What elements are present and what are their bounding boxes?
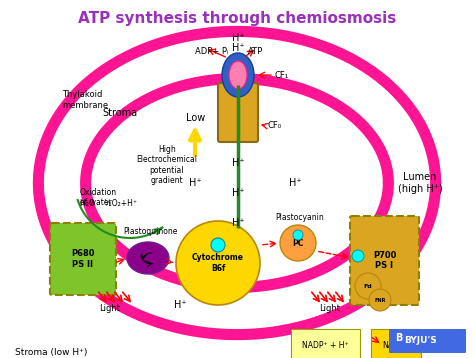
Text: NADPH: NADPH	[382, 340, 409, 349]
Text: NADP⁺ + H⁺: NADP⁺ + H⁺	[302, 340, 348, 349]
Text: PC: PC	[292, 238, 304, 247]
Text: P700
PS I: P700 PS I	[373, 251, 396, 270]
Text: High
Electrochemical
potential
gradient: High Electrochemical potential gradient	[137, 145, 198, 185]
Text: H⁺: H⁺	[232, 218, 244, 228]
Text: Stroma: Stroma	[102, 108, 137, 118]
Text: CF₁: CF₁	[275, 71, 289, 79]
Text: Fd: Fd	[364, 284, 372, 289]
Ellipse shape	[229, 61, 247, 89]
FancyBboxPatch shape	[389, 329, 466, 353]
Text: ATP: ATP	[248, 47, 263, 55]
Ellipse shape	[127, 242, 169, 274]
Text: H⁺: H⁺	[289, 178, 301, 188]
Text: H⁺: H⁺	[232, 158, 244, 168]
Text: H⁺: H⁺	[173, 300, 186, 310]
Circle shape	[293, 230, 303, 240]
Circle shape	[280, 225, 316, 261]
Text: BYJU'S: BYJU'S	[404, 336, 437, 345]
Text: H₂O    ½O₂+H⁺: H₂O ½O₂+H⁺	[80, 198, 137, 208]
Text: H⁺: H⁺	[189, 178, 201, 188]
Text: Oxidation
of water: Oxidation of water	[80, 188, 117, 207]
Text: Thylakoid
membrane: Thylakoid membrane	[62, 90, 108, 110]
Text: H⁺: H⁺	[232, 188, 244, 198]
FancyBboxPatch shape	[50, 223, 116, 295]
Text: Stroma (low H⁺): Stroma (low H⁺)	[15, 348, 87, 357]
Ellipse shape	[222, 53, 254, 97]
Circle shape	[355, 273, 381, 299]
Text: CF₀: CF₀	[268, 121, 282, 131]
Text: Plastocyanin: Plastocyanin	[275, 213, 324, 223]
FancyBboxPatch shape	[350, 216, 419, 305]
Text: P680
PS II: P680 PS II	[71, 249, 95, 269]
Text: ADP+ Pᵢ: ADP+ Pᵢ	[195, 47, 228, 55]
Text: Light: Light	[319, 304, 340, 313]
Circle shape	[211, 238, 225, 252]
Circle shape	[352, 250, 364, 262]
Text: Lumen
(high H⁺): Lumen (high H⁺)	[398, 172, 442, 194]
Text: ATP synthesis through chemiosmosis: ATP synthesis through chemiosmosis	[78, 10, 396, 25]
Text: The Learning App: The Learning App	[404, 346, 447, 351]
Text: H⁺: H⁺	[232, 43, 244, 53]
Text: B: B	[395, 333, 402, 343]
Text: FNR: FNR	[374, 297, 386, 303]
Text: Light: Light	[100, 304, 120, 313]
Text: Low: Low	[186, 113, 206, 123]
Text: H⁺: H⁺	[232, 33, 244, 43]
Circle shape	[176, 221, 260, 305]
Text: Plastoquinone: Plastoquinone	[123, 227, 177, 236]
Text: Cytochrome
B6f: Cytochrome B6f	[192, 253, 244, 273]
FancyBboxPatch shape	[218, 83, 258, 142]
Circle shape	[369, 289, 391, 311]
